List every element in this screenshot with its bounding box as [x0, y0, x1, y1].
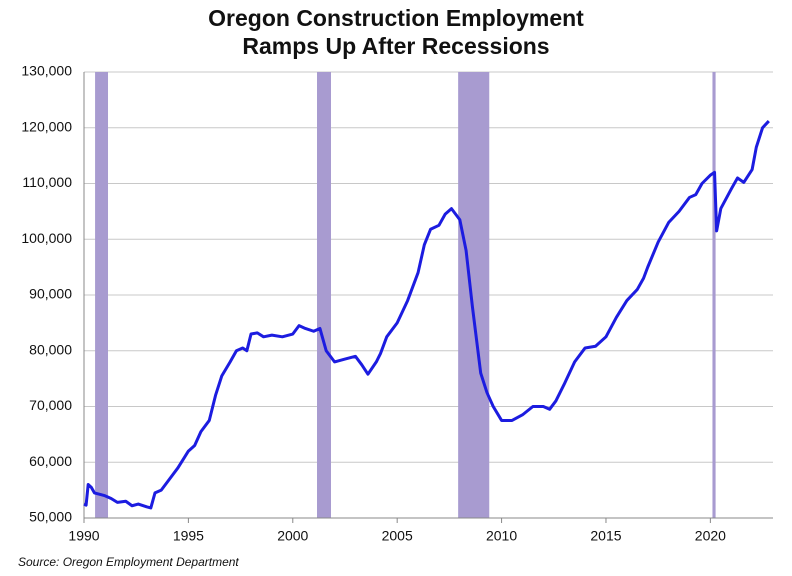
recession-band [712, 72, 716, 518]
recession-band [458, 72, 490, 518]
recession-band [95, 72, 109, 518]
employment-line [83, 120, 770, 510]
x-tick-label: 1990 [68, 528, 99, 544]
x-tick-label: 2000 [277, 528, 308, 544]
y-tick-label: 80,000 [29, 341, 72, 357]
x-tick-label: 2010 [486, 528, 517, 544]
y-tick-label: 90,000 [29, 286, 72, 302]
x-tick-label: 2020 [695, 528, 726, 544]
y-tick-label: 110,000 [22, 174, 72, 190]
y-tick-label: 60,000 [29, 453, 72, 469]
source-note: Source: Oregon Employment Department [18, 555, 239, 569]
recession-band [317, 72, 331, 518]
y-tick-label: 130,000 [21, 63, 72, 79]
x-tick-label: 2015 [590, 528, 621, 544]
y-tick-label: 70,000 [29, 397, 72, 413]
y-tick-label: 120,000 [21, 118, 72, 134]
y-tick-label: 100,000 [21, 230, 72, 246]
y-tick-label: 50,000 [29, 509, 72, 525]
x-tick-label: 1995 [173, 528, 204, 544]
x-tick-label: 2005 [382, 528, 413, 544]
chart-title: Oregon Construction Employment Ramps Up … [208, 5, 584, 59]
